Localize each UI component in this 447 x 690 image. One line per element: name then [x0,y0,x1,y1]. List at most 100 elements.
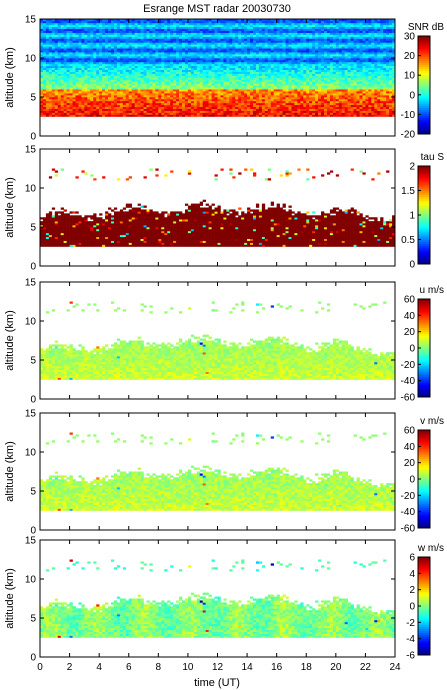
heatmap-cell [264,100,269,104]
heatmap-cell [155,20,159,24]
heatmap-cell [75,44,79,47]
heatmap-cell [152,22,156,26]
heatmap-cell [253,20,257,24]
heatmap-cell [282,100,286,104]
heatmap-cell [42,69,47,72]
heatmap-cell [288,77,292,80]
heatmap-cell [152,56,156,59]
heatmap-cell [253,98,257,102]
heatmap-cell [247,19,251,22]
heatmap-cell [72,50,76,53]
heatmap-cell [152,87,156,90]
heatmap-cell [332,83,337,86]
heatmap-cell [332,71,337,74]
heatmap-cell [42,102,47,106]
heatmap-cell [45,91,50,94]
heatmap-cell [93,44,97,47]
heatmap-cell [294,106,298,109]
heatmap-cell [87,65,91,69]
heatmap-cell [146,19,150,22]
heatmap-cell [309,52,313,55]
heatmap-cell [84,67,88,70]
heatmap-cell [40,58,44,61]
heatmap-cell [250,24,254,28]
heatmap-cell [324,32,328,35]
heatmap-cell [54,75,59,78]
heatmap-cell [214,59,218,63]
heatmap-cell [81,26,85,30]
heatmap-cell [282,26,286,30]
heatmap-cell [182,32,186,35]
heatmap-cell [226,24,230,28]
heatmap-cell [199,28,204,31]
heatmap-cell [128,65,133,69]
heatmap-cell [170,54,174,57]
heatmap-cell [285,71,289,74]
heatmap-cell [208,110,212,113]
heatmap-cell [270,108,275,111]
heatmap-cell [202,58,206,61]
heatmap-cell [309,38,313,41]
heatmap-cell [253,79,257,82]
heatmap-cell [223,52,227,55]
heatmap-cell [111,89,115,92]
heatmap-cell [267,59,272,63]
heatmap-cell [312,87,316,90]
heatmap-cell [57,65,62,69]
heatmap-cell [72,26,76,30]
heatmap-cell [170,46,174,49]
heatmap-cell [96,69,100,72]
heatmap-cell [57,46,62,49]
heatmap-cell [87,93,91,96]
heatmap-cell [279,89,283,92]
heatmap-cell [214,71,218,74]
heatmap-cell [202,106,206,109]
heatmap-cell [238,40,242,43]
heatmap-cell [173,69,177,72]
heatmap-cell [294,83,298,86]
heatmap-cell [111,108,115,111]
heatmap-cell [176,63,180,67]
heatmap-cell [96,19,100,22]
heatmap-cell [176,77,180,80]
heatmap-cell [235,38,239,41]
heatmap-cell [137,112,141,115]
heatmap-cell [285,102,289,106]
heatmap-cell [318,77,322,80]
heatmap-cell [303,24,307,28]
heatmap-cell [75,81,79,84]
heatmap-cell [247,59,251,63]
heatmap-cell [223,97,227,100]
heatmap-cell [196,67,201,70]
heatmap-cell [170,48,174,51]
heatmap-cell [264,87,269,90]
heatmap-cell [250,61,254,65]
heatmap-cell [72,42,76,45]
heatmap-cell [60,56,64,59]
heatmap-cell [78,79,82,82]
heatmap-cell [244,59,248,63]
heatmap-cell [140,95,144,98]
heatmap-cell [122,59,127,63]
heatmap-cell [220,79,224,82]
heatmap-cell [306,32,310,35]
heatmap-cell [131,26,135,30]
heatmap-cell [238,71,242,74]
heatmap-cell [173,73,177,76]
heatmap-cell [134,79,138,82]
heatmap-cell [193,87,198,90]
heatmap-cell [300,71,304,74]
heatmap-cell [134,85,138,88]
heatmap-cell [190,30,195,33]
heatmap-cell [306,56,310,59]
heatmap-cell [264,106,269,109]
heatmap-cell [75,42,79,45]
heatmap-cell [250,77,254,80]
heatmap-cell [261,77,266,80]
heatmap-cell [48,108,53,111]
heatmap-cell [247,52,251,55]
heatmap-cell [303,69,307,72]
heatmap-cell [93,98,97,102]
heatmap-cell [315,73,319,76]
heatmap-cell [45,61,50,65]
